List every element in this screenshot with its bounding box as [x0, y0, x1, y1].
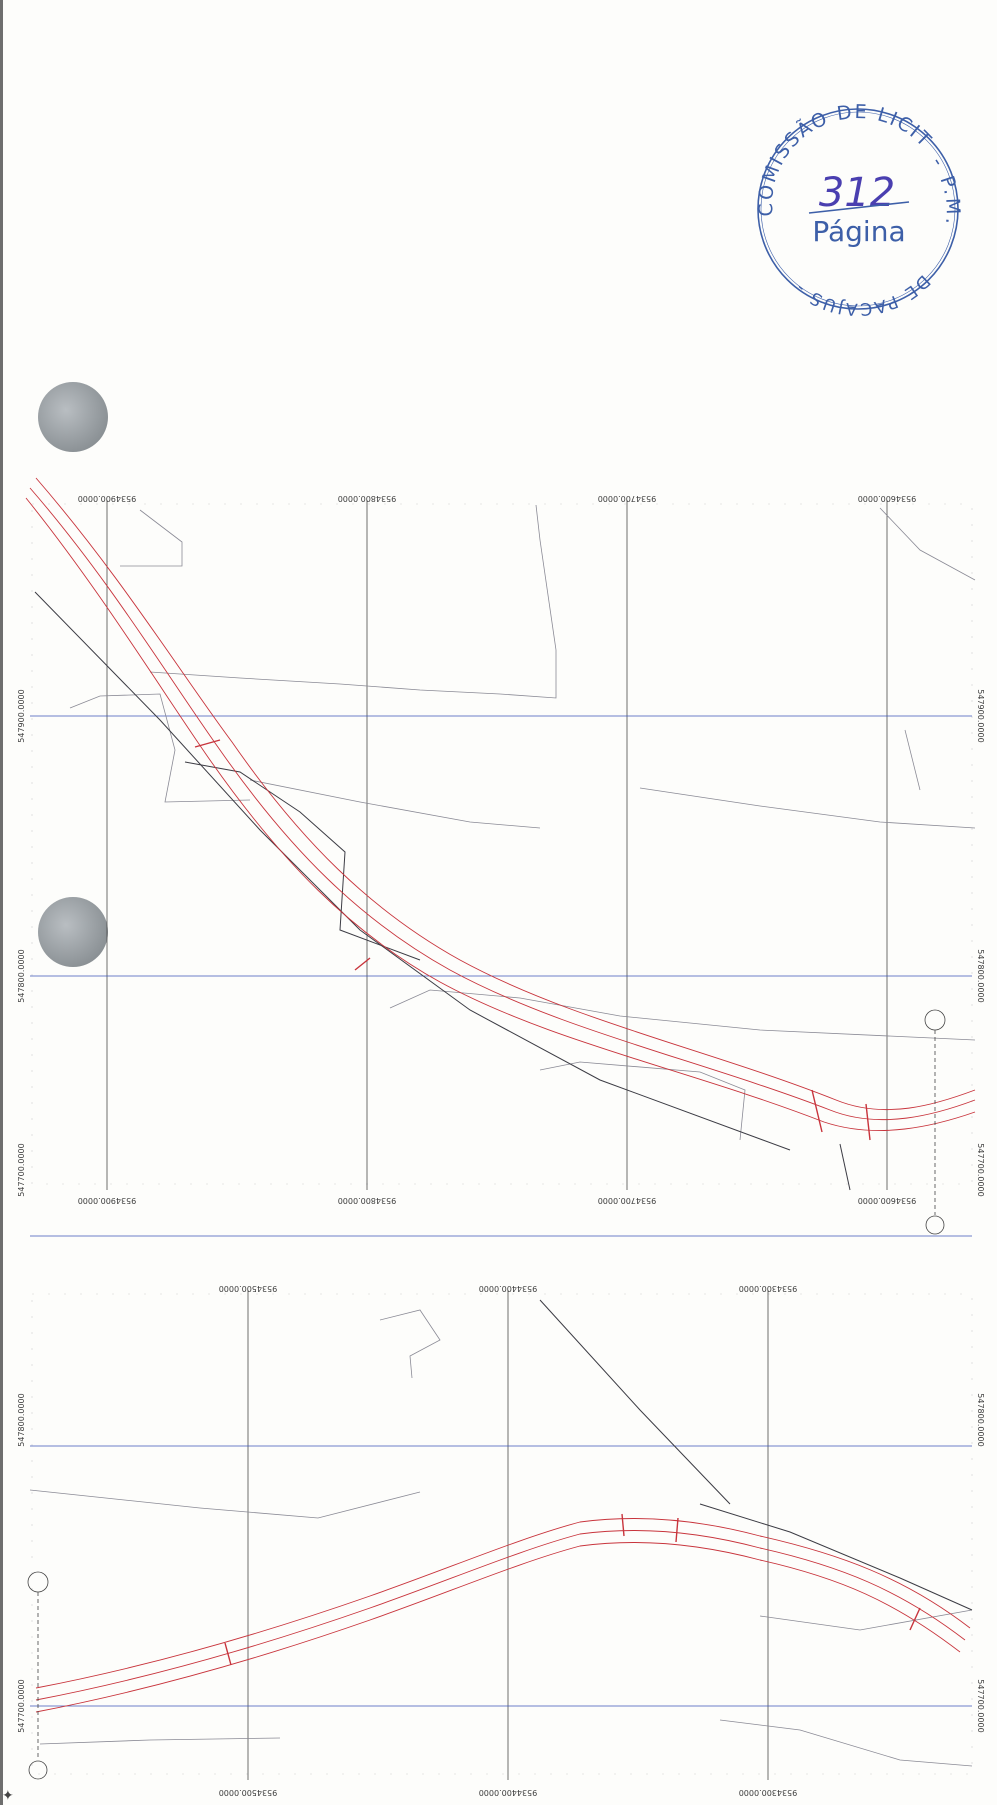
map-lower-road [35, 1513, 971, 1713]
commission-stamp: COMISSÃO DE LICITAÇÃO - P.M. DE PACAJUS … [739, 80, 969, 320]
stamp-graphic: COMISSÃO DE LICITAÇÃO - P.M. DE PACAJUS … [739, 80, 961, 319]
map-upper-terrain [69, 504, 976, 1141]
map-upper-label-left-2: 547800.0000 [17, 949, 26, 1002]
map-upper-label-left-1: 547900.0000 [17, 689, 26, 742]
map-upper-label-bottom-1: 9534900.0000 [78, 1196, 137, 1205]
stamp-page-number: 312 [819, 170, 895, 216]
map-lower-label-left-1: 547800.0000 [17, 1393, 26, 1446]
stamp-page-label: Página [812, 215, 905, 248]
map-lower-label-bottom-1: 9534500.0000 [219, 1788, 278, 1797]
map-upper-label-right-1: 547900.0000 [976, 689, 985, 742]
map-upper-label-top-3: 9534700.0000 [598, 494, 657, 503]
map-upper-markers [924, 1009, 946, 1235]
map-lower-frame [31, 1293, 973, 1775]
map-lower-label-right-2: 547700.0000 [976, 1679, 985, 1732]
map-panel-lower: 9534500.0000 9534400.0000 9534300.0000 9… [0, 1260, 997, 1805]
map-upper-label-right-2: 547800.0000 [976, 949, 985, 1002]
map-upper-boundaries [34, 591, 851, 1191]
map-lower-label-bottom-2: 9534400.0000 [479, 1788, 538, 1797]
map-lower-label-left-2: 547700.0000 [17, 1679, 26, 1732]
map-lower-label-top-3: 9534300.0000 [739, 1284, 798, 1293]
stamp-outer-ring [757, 108, 959, 310]
map-upper-label-bottom-2: 9534800.0000 [338, 1196, 397, 1205]
map-upper-label-right-3: 547700.0000 [976, 1143, 985, 1196]
binder-edge [0, 0, 3, 1805]
map-upper-road [25, 477, 976, 1141]
stamp-outer-ring-thin [760, 111, 956, 307]
stamp-divider [808, 201, 910, 214]
punch-hole-top [38, 382, 108, 452]
map-lower-label-bottom-3: 9534300.0000 [739, 1788, 798, 1797]
stamp-ring-bottom: DE PACAJUS - [790, 271, 934, 319]
map-lower-label-top-1: 9534500.0000 [219, 1284, 278, 1293]
map-upper-label-bottom-4: 9534600.0000 [858, 1196, 917, 1205]
map-lower-drawing: 9534500.0000 9534400.0000 9534300.0000 9… [17, 1284, 985, 1797]
map-lower-terrain [29, 1309, 973, 1767]
corner-mark-icon: ✦ [2, 1788, 14, 1804]
map-upper-label-top-1: 9534900.0000 [78, 494, 137, 503]
map-upper-label-top-2: 9534800.0000 [338, 494, 397, 503]
punch-hole-bottom [38, 897, 108, 967]
map-upper-label-top-4: 9534600.0000 [858, 494, 917, 503]
map-upper-label-bottom-3: 9534700.0000 [598, 1196, 657, 1205]
map-upper-frame [31, 503, 973, 1185]
stamp-ring-bottom-text: DE PACAJUS - [790, 271, 932, 319]
map-upper-label-left-3: 547700.0000 [17, 1143, 26, 1196]
map-lower-label-top-2: 9534400.0000 [479, 1284, 538, 1293]
map-upper-drawing: 9534900.0000 9534800.0000 9534700.0000 9… [17, 477, 985, 1237]
map-lower-boundaries [539, 1299, 973, 1611]
map-lower-markers [27, 1571, 49, 1780]
map-lower-label-right-1: 547800.0000 [976, 1393, 985, 1446]
map-panel-upper: 9534900.0000 9534800.0000 9534700.0000 9… [0, 450, 997, 1250]
